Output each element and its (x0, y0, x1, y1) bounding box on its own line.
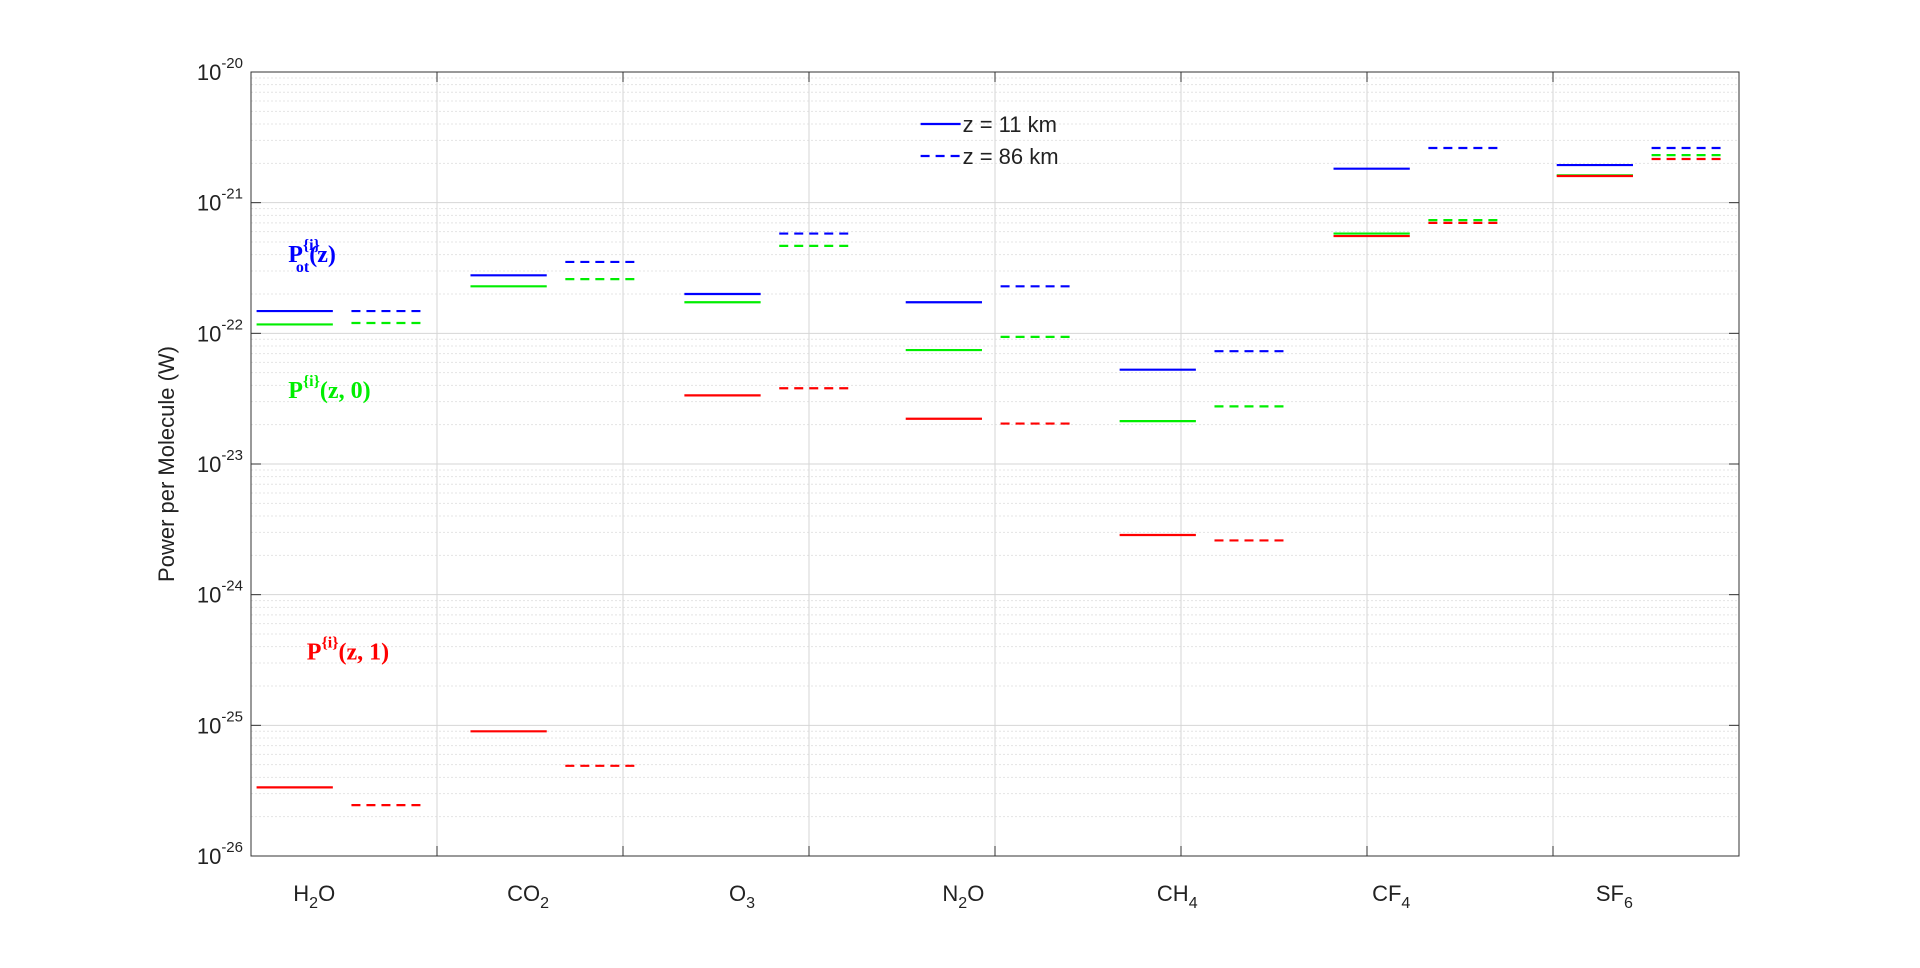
annotation-base: P (288, 242, 303, 268)
y-tick-base: 10 (197, 452, 221, 477)
y-tick-exponent: -24 (221, 578, 243, 595)
y-tick-base: 10 (197, 191, 221, 216)
y-tick-exponent: -26 (221, 839, 243, 856)
y-tick-label: 10-21 (197, 186, 243, 216)
x-tick-label: N2O (942, 881, 984, 912)
annotation-sup: {i} (321, 634, 338, 651)
x-tick-label: CF4 (1372, 881, 1410, 912)
x-tick-label: H2O (293, 881, 335, 912)
annotation-sup: {i} (303, 237, 320, 254)
plot-frame (250, 71, 1740, 857)
legend-label: z = 11 km (963, 112, 1057, 137)
annotation-tail: (z) (309, 242, 336, 268)
x-tick-label: O3 (729, 881, 755, 912)
y-tick-base: 10 (197, 713, 221, 738)
y-tick-exponent: -21 (221, 186, 243, 203)
x-tick-label: CO2 (507, 881, 549, 912)
y-tick-exponent: -22 (221, 316, 243, 333)
annotation: P{i} ot(z) (288, 237, 336, 276)
y-tick-label: 10-25 (197, 708, 243, 738)
y-tick-label: 10-20 (197, 55, 243, 85)
x-tick-label: SF6 (1596, 881, 1633, 912)
y-tick-exponent: -25 (221, 708, 243, 725)
y-tick-label: 10-22 (197, 316, 243, 346)
y-tick-label: 10-24 (197, 578, 243, 608)
y-tick-exponent: -23 (221, 447, 243, 464)
annotation-tail: (z, 1) (339, 639, 390, 665)
annotation-base: P (307, 639, 322, 665)
annotation-sup: {i} (303, 373, 320, 390)
annotation-sub: ot (296, 259, 310, 276)
y-tick-base: 10 (197, 583, 221, 608)
annotation-tail: (z, 0) (320, 378, 371, 404)
x-tick-label: CH4 (1157, 881, 1198, 912)
y-tick-exponent: -20 (221, 55, 243, 72)
y-tick-base: 10 (197, 321, 221, 346)
y-axis-label: Power per Molecule (W) (154, 346, 179, 582)
legend-label: z = 86 km (963, 144, 1059, 169)
annotation-base: P (288, 378, 303, 404)
annotation: P{i}(z, 0) (288, 373, 370, 404)
y-tick-label: 10-26 (197, 839, 243, 869)
y-tick-base: 10 (197, 844, 221, 869)
annotation: P{i}(z, 1) (307, 634, 389, 665)
y-tick-base: 10 (197, 60, 221, 85)
y-tick-label: 10-23 (197, 447, 243, 477)
